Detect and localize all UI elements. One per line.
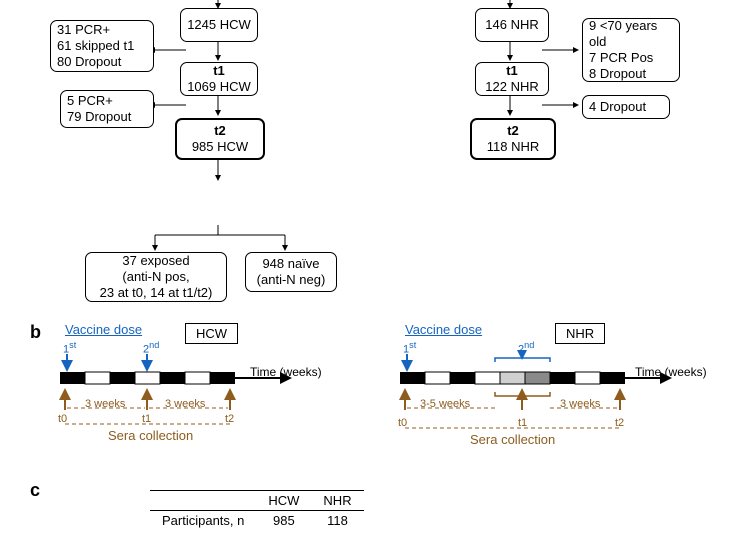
sera-title-nhr: Sera collection xyxy=(470,432,555,447)
row1-hcw: 985 xyxy=(256,511,311,531)
figure-wrap: 1245 HCW 31 PCR+ 61 skipped t1 80 Dropou… xyxy=(0,0,732,560)
hcw-bottom-left-box: 37 exposed (anti-N pos, 23 at t0, 14 at … xyxy=(85,252,227,302)
hcw-t1-side-l1: 5 PCR+ xyxy=(67,93,113,109)
hcw-br-l2: (anti-N neg) xyxy=(257,272,326,288)
hcw-t0-value: 1245 HCW xyxy=(187,17,251,33)
hcw-t0-side-l2: 61 skipped t1 xyxy=(57,38,134,54)
nhr-t0-value: 146 NHR xyxy=(485,17,538,33)
nhr-t0-box: 146 NHR xyxy=(475,8,549,42)
hcw-bl-l1: 37 exposed xyxy=(122,253,189,269)
t1-hcw: t1 xyxy=(142,413,151,425)
t0-nhr: t0 xyxy=(398,417,407,429)
t2-hcw: t2 xyxy=(225,413,234,425)
row1-label: Participants, n xyxy=(150,511,256,531)
vaccine-title-hcw: Vaccine dose xyxy=(65,322,142,337)
hcw-t1-side-l2: 79 Dropout xyxy=(67,109,131,125)
w35-nhr: 3-5 weeks xyxy=(420,398,470,410)
hcw-bottom-right-box: 948 naïve (anti-N neg) xyxy=(245,252,337,292)
hcw-t0-side-box: 31 PCR+ 61 skipped t1 80 Dropout xyxy=(50,20,154,72)
nhr-t1-title: t1 xyxy=(506,63,518,79)
hcw-t2-value: 985 HCW xyxy=(192,139,248,155)
col-hcw: HCW xyxy=(256,491,311,511)
hcw-t0-side-l3: 80 Dropout xyxy=(57,54,121,70)
nhr-t2-title: t2 xyxy=(507,123,519,139)
w3-nhr: 3 weeks xyxy=(560,398,600,410)
t2-nhr: t2 xyxy=(615,417,624,429)
nhr-t1-box: t1 122 NHR xyxy=(475,62,549,96)
time-axis-nhr: Time (weeks) xyxy=(635,365,707,379)
w3-hcw-2: 3 weeks xyxy=(165,398,205,410)
nhr-t0s-l1: 9 <70 years xyxy=(589,18,657,34)
vaccine-title-nhr: Vaccine dose xyxy=(405,322,482,337)
nhr-t1s-l1: 4 Dropout xyxy=(589,99,646,115)
hcw-t1-box: t1 1069 HCW xyxy=(180,62,258,96)
hcw-t0-box: 1245 HCW xyxy=(180,8,258,42)
hcw-br-l1: 948 naïve xyxy=(262,256,319,272)
w3-hcw-1: 3 weeks xyxy=(85,398,125,410)
hcw-bl-l3: 23 at t0, 14 at t1/t2) xyxy=(100,285,213,301)
nhr-t2-box: t2 118 NHR xyxy=(470,118,556,160)
nhr-t0s-l3: 7 PCR Pos xyxy=(589,50,653,66)
nhr-t0s-l4: 8 Dropout xyxy=(589,66,646,82)
nhr-t0-side-box: 9 <70 years old 7 PCR Pos 8 Dropout xyxy=(582,18,680,82)
panel-c-label: c xyxy=(30,480,40,501)
row1-nhr: 118 xyxy=(311,511,363,531)
hcw-t1-value: 1069 HCW xyxy=(187,79,251,95)
hcw-t1-side-box: 5 PCR+ 79 Dropout xyxy=(60,90,154,128)
col-nhr: NHR xyxy=(311,491,363,511)
cohort-nhr-box: NHR xyxy=(555,323,605,344)
sera-title-hcw: Sera collection xyxy=(108,428,193,443)
t1-nhr: t1 xyxy=(518,417,527,429)
nhr-t1-side-box: 4 Dropout xyxy=(582,95,670,119)
panel-b-label: b xyxy=(30,322,41,343)
hcw-t2-box: t2 985 HCW xyxy=(175,118,265,160)
hcw-t1-title: t1 xyxy=(213,63,225,79)
nhr-t1-value: 122 NHR xyxy=(485,79,538,95)
table-c: HCW NHR Participants, n 985 118 xyxy=(150,490,364,530)
hcw-bl-l2: (anti-N pos, xyxy=(122,269,189,285)
hcw-t2-title: t2 xyxy=(214,123,226,139)
t0-hcw: t0 xyxy=(58,413,67,425)
nhr-t0s-l2: old xyxy=(589,34,606,50)
time-axis-hcw: Time (weeks) xyxy=(250,365,322,379)
nhr-t2-value: 118 NHR xyxy=(487,139,540,155)
hcw-t0-side-l1: 31 PCR+ xyxy=(57,22,110,38)
cohort-hcw-box: HCW xyxy=(185,323,238,344)
